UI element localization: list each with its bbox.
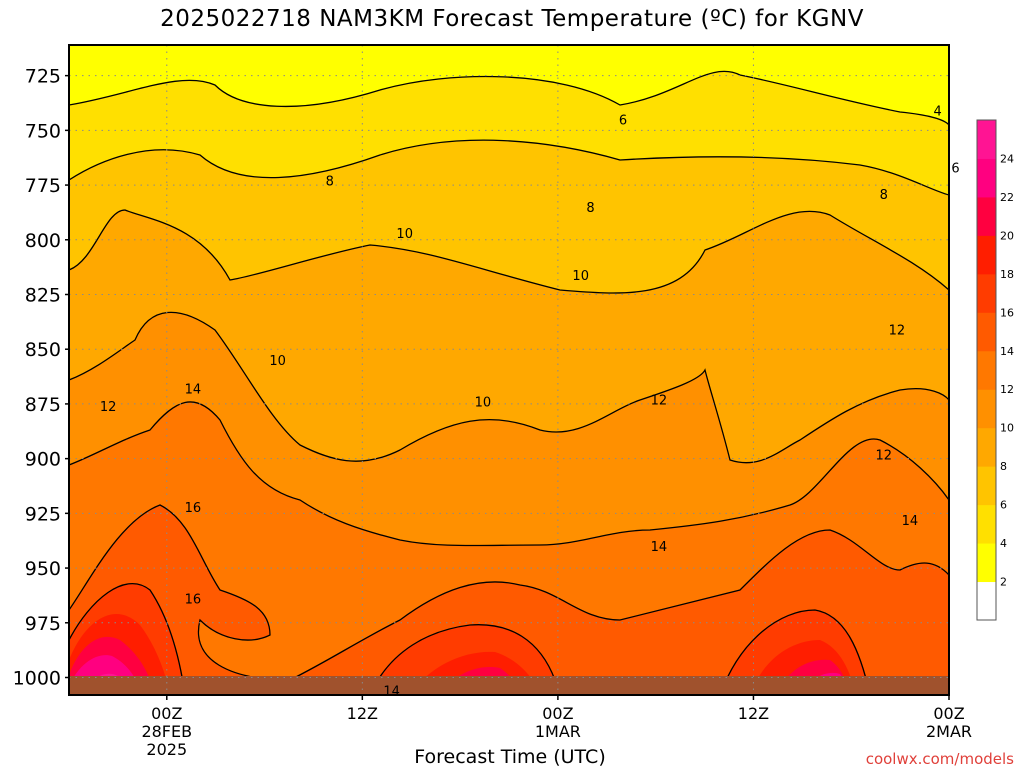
colorbar-swatch bbox=[977, 158, 996, 198]
contour-label: 8 bbox=[326, 175, 334, 190]
x-tick-label: 00Z bbox=[933, 704, 964, 723]
y-tick-label: 750 bbox=[25, 120, 61, 142]
contour-label: 12 bbox=[889, 324, 906, 339]
contour-labels: 4 6 6 8 8 8 10 10 10 10 12 12 12 12 14 14 14 14 16 16 bbox=[100, 105, 960, 700]
contour-label: 10 bbox=[396, 227, 413, 242]
contour-label: 14 bbox=[185, 383, 202, 398]
x-tick-label: 2MAR bbox=[926, 722, 972, 741]
colorbar-swatch bbox=[977, 427, 996, 467]
colorbar-swatch bbox=[977, 504, 996, 544]
ground bbox=[69, 676, 949, 695]
y-tick-label: 725 bbox=[25, 66, 61, 88]
colorbar-frame bbox=[976, 119, 997, 621]
contour-label: 10 bbox=[572, 269, 589, 284]
contour-label: 10 bbox=[475, 396, 492, 411]
y-tick-label: 850 bbox=[25, 339, 61, 361]
contour-label: 6 bbox=[951, 162, 959, 177]
colorbar-label: 14 bbox=[1000, 345, 1014, 358]
contour-label: 12 bbox=[876, 448, 893, 463]
y-tick-label: 875 bbox=[25, 394, 61, 416]
x-tick-label: 12Z bbox=[347, 704, 378, 723]
x-tick-label: 12Z bbox=[738, 704, 769, 723]
colorbar-swatch bbox=[977, 350, 996, 390]
source-credit: coolwx.com/models bbox=[865, 750, 1014, 768]
x-axis-label: Forecast Time (UTC) bbox=[414, 746, 606, 768]
colorbar-label: 22 bbox=[1000, 191, 1014, 204]
y-tick-label: 825 bbox=[25, 284, 61, 306]
colorbar-label: 12 bbox=[1000, 383, 1014, 396]
contour-label: 16 bbox=[185, 593, 202, 608]
contour-label: 4 bbox=[933, 105, 941, 120]
contour-label: 14 bbox=[902, 514, 919, 529]
colorbar-swatch bbox=[977, 581, 996, 621]
plot-frame bbox=[68, 44, 950, 696]
contour-label: 8 bbox=[586, 201, 594, 216]
contour-label: 6 bbox=[619, 113, 627, 128]
colorbar-label: 4 bbox=[1000, 537, 1007, 550]
x-tick-label: 1MAR bbox=[535, 722, 581, 741]
colorbar-swatch bbox=[977, 543, 996, 583]
y-tick-label: 900 bbox=[25, 449, 61, 471]
colorbar-label: 10 bbox=[1000, 422, 1014, 435]
x-tick-label: 00Z bbox=[151, 704, 182, 723]
colorbar-swatch bbox=[977, 273, 996, 313]
colorbar-label: 18 bbox=[1000, 268, 1014, 281]
y-tick-label: 775 bbox=[25, 175, 61, 197]
contour-label: 10 bbox=[269, 354, 286, 369]
x-tick-label: 28FEB bbox=[141, 722, 192, 741]
x-tick-label: 2025 bbox=[146, 740, 187, 759]
band-14-16 bbox=[69, 504, 949, 695]
contour-label: 12 bbox=[651, 394, 668, 409]
contour-label: 14 bbox=[383, 685, 400, 700]
colorbar-label: 2 bbox=[1000, 576, 1007, 589]
y-tick-label: 925 bbox=[25, 503, 61, 525]
colorbar-swatch bbox=[977, 466, 996, 506]
contour-label: 8 bbox=[880, 188, 888, 203]
colorbar-label: 24 bbox=[1000, 152, 1014, 165]
x-tick-label: 00Z bbox=[542, 704, 573, 723]
colorbar-swatch bbox=[977, 196, 996, 236]
y-tick-label: 975 bbox=[25, 613, 61, 635]
contour-label: 14 bbox=[651, 540, 668, 555]
colorbar-swatch bbox=[977, 389, 996, 429]
y-tick-label: 950 bbox=[25, 558, 61, 580]
colorbar-label: 20 bbox=[1000, 229, 1014, 242]
contour-label: 12 bbox=[100, 400, 117, 415]
colorbar-swatch bbox=[977, 235, 996, 275]
colorbar-swatch bbox=[977, 312, 996, 352]
colorbar-swatch bbox=[977, 120, 996, 159]
contour-label: 16 bbox=[185, 501, 202, 516]
temperature-field bbox=[69, 45, 949, 695]
y-tick-label: 1000 bbox=[13, 667, 61, 689]
colorbar-label: 8 bbox=[1000, 460, 1007, 473]
y-tick-label: 800 bbox=[25, 230, 61, 252]
chart-title: 2025022718 NAM3KM Forecast Temperature (… bbox=[160, 6, 864, 32]
y-axis: 725 750 775 800 825 850 875 900 925 950 975 1000 bbox=[13, 66, 69, 689]
colorbar-label: 6 bbox=[1000, 499, 1007, 512]
colorbar-label: 16 bbox=[1000, 306, 1014, 319]
